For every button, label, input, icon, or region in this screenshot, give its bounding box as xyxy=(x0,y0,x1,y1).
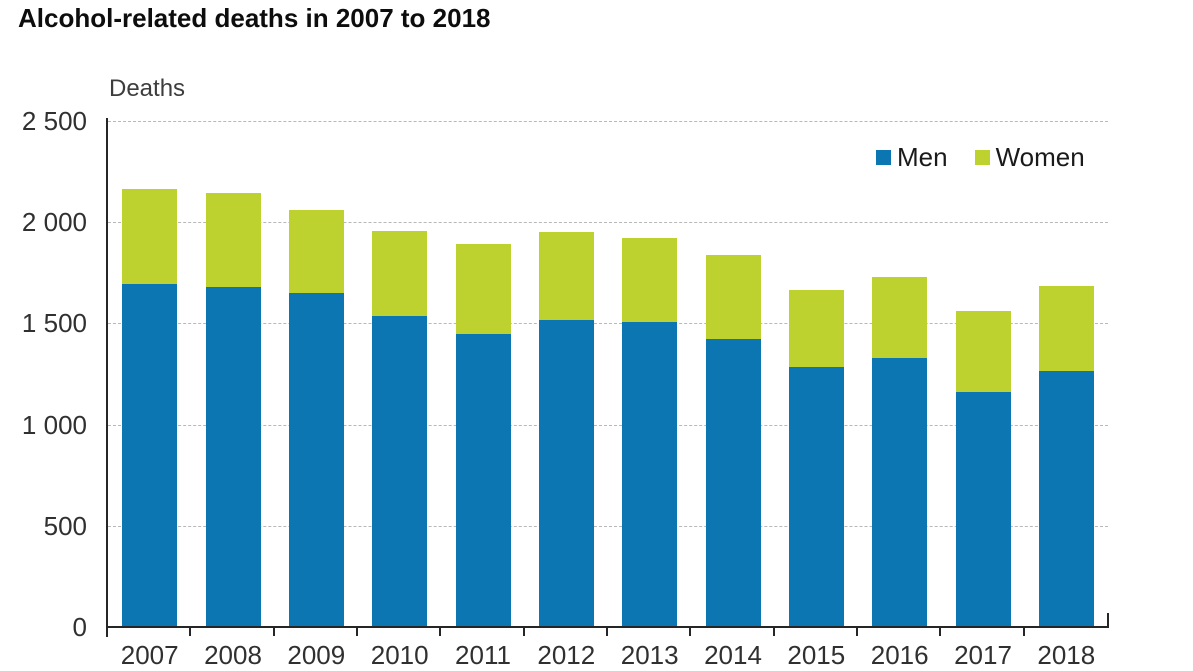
bar-2016-women xyxy=(872,276,928,358)
y-tick-label-0: 0 xyxy=(72,612,87,642)
bar-2013-women xyxy=(622,238,678,323)
x-axis-tick-0 xyxy=(106,628,108,636)
x-tick-label-2016: 2016 xyxy=(870,640,929,670)
x-axis-tick-1 xyxy=(189,628,192,636)
legend-men-swatch xyxy=(876,150,891,165)
bar-2014-women xyxy=(705,254,761,339)
legend-men-label: Men xyxy=(897,142,948,172)
bar-2008-men xyxy=(205,286,261,627)
y-axis-line xyxy=(106,118,108,637)
x-axis-tick-4 xyxy=(439,628,442,636)
x-tick-label-2018: 2018 xyxy=(1037,640,1096,670)
bar-2011-men xyxy=(455,333,511,627)
bar-2012-women xyxy=(538,232,594,321)
bar-2010-women xyxy=(372,231,428,317)
plot-area xyxy=(108,121,1108,627)
x-tick-label-2017: 2017 xyxy=(954,640,1012,670)
x-tick-label-2013: 2013 xyxy=(620,640,679,670)
bar-2007-women xyxy=(122,188,178,284)
y-tick-label-1500: 1 500 xyxy=(21,308,87,339)
bar-2011-women xyxy=(455,244,511,334)
x-axis-tick-7 xyxy=(689,628,692,636)
bar-2007-men xyxy=(122,283,178,627)
x-tick-label-2010: 2010 xyxy=(370,640,429,670)
bar-2015-women xyxy=(788,290,844,367)
gridline-2500 xyxy=(108,121,1108,122)
x-tick-label-2007: 2007 xyxy=(120,640,179,670)
bar-2009-women xyxy=(288,210,344,294)
y-tick-label-500: 500 xyxy=(43,510,87,541)
bar-2008-women xyxy=(205,192,261,287)
bar-2015-men xyxy=(788,366,844,627)
x-tick-label-2008: 2008 xyxy=(204,640,262,670)
y-tick-label-2500: 2 500 xyxy=(21,106,87,136)
gridline-2000 xyxy=(108,222,1108,224)
y-tick-label-1000: 1 000 xyxy=(21,409,87,440)
bar-2014-men xyxy=(705,338,761,627)
gridline-1500 xyxy=(108,323,1108,325)
bar-2017-women xyxy=(955,311,1011,393)
y-axis-unit-label: Deaths xyxy=(109,75,186,102)
bar-2013-men xyxy=(622,322,678,627)
x-tick-label-2015: 2015 xyxy=(787,640,846,670)
bar-2012-men xyxy=(538,320,594,627)
bar-2017-men xyxy=(955,392,1011,627)
x-axis-line xyxy=(106,626,1109,628)
x-tick-label-2009: 2009 xyxy=(287,640,346,670)
legend-women-swatch xyxy=(974,150,990,165)
x-tick-label-2014: 2014 xyxy=(704,640,762,670)
x-axis-tick-6 xyxy=(606,628,608,636)
gridline-1000 xyxy=(108,424,1108,426)
x-axis-tick-10 xyxy=(939,628,942,636)
x-axis-tick-2 xyxy=(272,628,275,636)
gridline-500 xyxy=(108,525,1108,527)
x-tick-label-2011: 2011 xyxy=(455,640,511,670)
legend-women-label: Women xyxy=(995,142,1085,172)
x-axis-end-tick xyxy=(1107,613,1109,626)
x-axis-tick-8 xyxy=(772,628,775,636)
bar-2016-men xyxy=(872,357,928,627)
bar-2018-men xyxy=(1038,370,1094,627)
x-axis-tick-5 xyxy=(522,628,525,636)
legend: Men Women xyxy=(876,144,1085,171)
bar-2009-men xyxy=(288,293,344,627)
bar-2010-men xyxy=(372,316,428,627)
y-tick-label-2000: 2 000 xyxy=(21,207,87,238)
x-axis-tick-9 xyxy=(856,628,858,636)
bar-2018-women xyxy=(1038,285,1094,371)
chart-title: Alcohol-related deaths in 2007 to 2018 xyxy=(18,3,491,33)
x-tick-label-2012: 2012 xyxy=(537,640,596,670)
x-axis-tick-3 xyxy=(356,628,358,636)
x-axis-tick-11 xyxy=(1022,628,1025,636)
